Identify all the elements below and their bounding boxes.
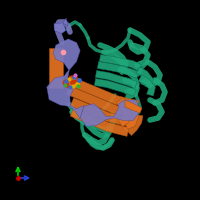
- Polygon shape: [49, 48, 63, 88]
- Polygon shape: [94, 79, 136, 96]
- Polygon shape: [124, 101, 138, 129]
- Polygon shape: [116, 97, 131, 127]
- Polygon shape: [47, 39, 84, 119]
- Polygon shape: [66, 76, 139, 109]
- Polygon shape: [54, 18, 68, 33]
- Polygon shape: [70, 98, 131, 126]
- Polygon shape: [99, 55, 142, 71]
- Polygon shape: [95, 71, 137, 88]
- Polygon shape: [97, 62, 139, 78]
- Polygon shape: [80, 100, 141, 126]
- Polygon shape: [124, 114, 143, 136]
- Polygon shape: [66, 86, 137, 119]
- Polygon shape: [125, 100, 142, 113]
- Polygon shape: [138, 75, 155, 96]
- Polygon shape: [70, 108, 129, 136]
- Polygon shape: [136, 67, 153, 88]
